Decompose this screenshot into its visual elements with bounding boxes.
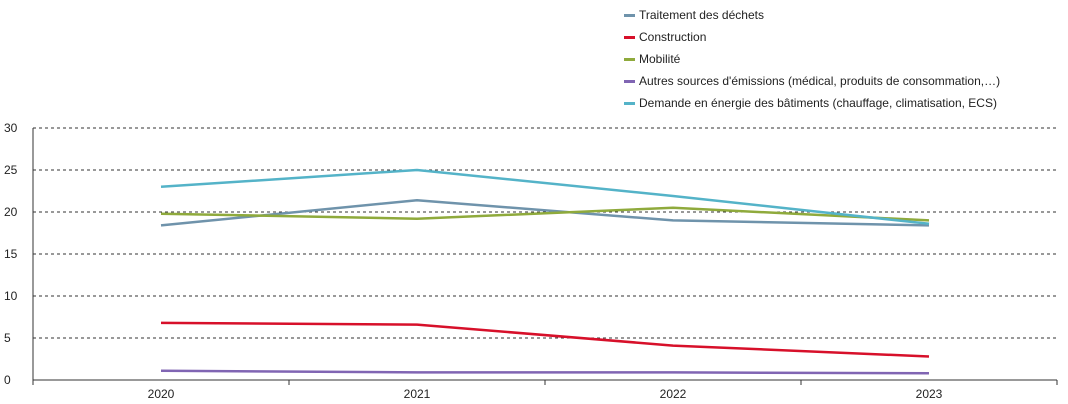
legend-swatch bbox=[624, 13, 635, 17]
chart-legend: Traitement des déchets Construction Mobili… bbox=[624, 4, 1000, 114]
y-tick-label: 30 bbox=[4, 121, 18, 135]
legend-swatch bbox=[624, 79, 635, 83]
series-line-3 bbox=[160, 369, 930, 375]
legend-swatch bbox=[624, 101, 635, 105]
legend-label: Autres sources d'émissions (médical, pro… bbox=[639, 74, 1001, 88]
y-axis-ticks: 0 5 10 15 20 25 30 bbox=[4, 121, 18, 387]
legend-item: Autres sources d'émissions (médical, pro… bbox=[624, 70, 1000, 92]
x-tick-label: 2020 bbox=[148, 387, 175, 401]
x-tick-label: 2022 bbox=[660, 387, 687, 401]
series-line-0 bbox=[160, 198, 930, 227]
series-line-2 bbox=[160, 206, 930, 222]
y-tick-label: 25 bbox=[4, 163, 18, 177]
legend-label: Traitement des déchets bbox=[639, 8, 764, 22]
legend-label: Demande en énergie des bâtiments (chauff… bbox=[639, 96, 997, 110]
series-lines bbox=[160, 168, 930, 375]
y-tick-label: 10 bbox=[4, 289, 18, 303]
legend-item: Demande en énergie des bâtiments (chauff… bbox=[624, 92, 1000, 114]
legend-item: Traitement des déchets bbox=[624, 4, 1000, 26]
legend-item: Mobilité bbox=[624, 48, 1000, 70]
y-tick-label: 20 bbox=[4, 205, 18, 219]
legend-item: Construction bbox=[624, 26, 1000, 48]
legend-label: Mobilité bbox=[639, 52, 681, 66]
y-tick-label: 0 bbox=[4, 373, 11, 387]
series-line-4 bbox=[160, 168, 930, 226]
legend-label: Construction bbox=[639, 30, 707, 44]
legend-swatch bbox=[624, 57, 635, 61]
y-tick-label: 15 bbox=[4, 247, 18, 261]
y-tick-label: 5 bbox=[4, 331, 11, 345]
series-line-1 bbox=[160, 321, 930, 358]
x-axis-ticks: 2020 2021 2022 2023 bbox=[32, 380, 1058, 401]
grid-lines bbox=[33, 127, 1057, 339]
x-tick-label: 2023 bbox=[916, 387, 943, 401]
x-tick-label: 2021 bbox=[404, 387, 431, 401]
legend-swatch bbox=[624, 35, 635, 39]
